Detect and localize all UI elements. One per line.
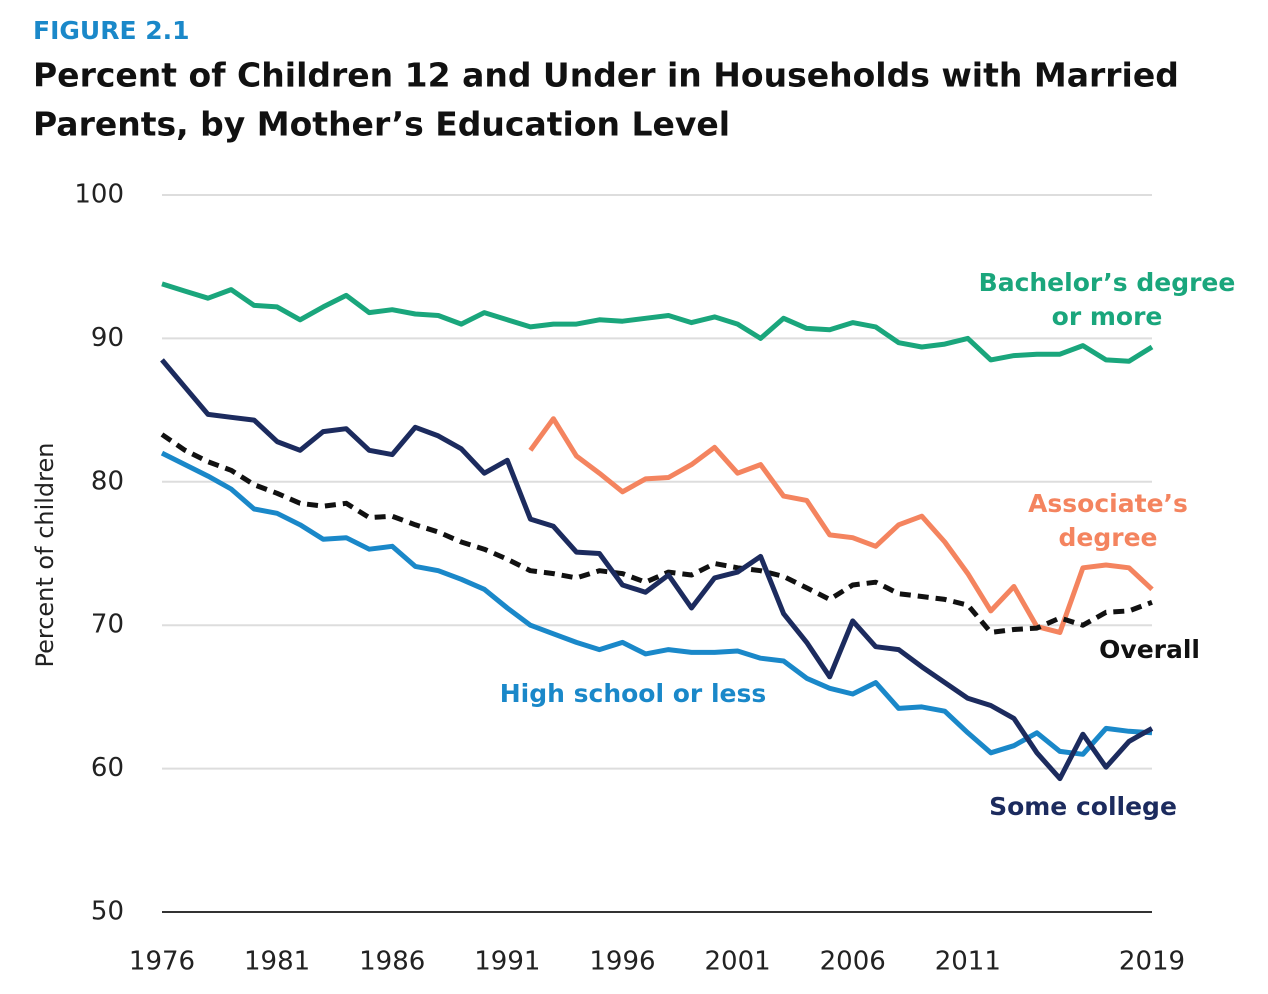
series-label: Associate’s [1028, 489, 1188, 518]
x-tick-label: 1976 [129, 947, 195, 977]
series-line [161, 281, 1154, 364]
x-tick-label: 2019 [1119, 947, 1185, 977]
series-label: or more [1052, 302, 1163, 331]
series-line [160, 432, 1153, 635]
series-line [528, 416, 1154, 635]
y-tick-label: 50 [91, 897, 124, 927]
series-label: Some college [989, 792, 1177, 821]
y-tick-label: 90 [91, 323, 124, 353]
y-tick-label: 60 [91, 753, 124, 783]
y-tick-label: 80 [91, 466, 124, 496]
x-tick-label: 1991 [474, 947, 540, 977]
series-label: degree [1059, 523, 1158, 552]
x-tick-label: 2006 [820, 947, 886, 977]
chart-title: Percent of Children 12 and Under in Hous… [33, 56, 1179, 95]
x-tick-label: 1996 [589, 947, 655, 977]
series-label: Bachelor’s degree [979, 268, 1236, 297]
figure-label: FIGURE 2.1 [33, 16, 190, 45]
chart-title: Parents, by Mother’s Education Level [33, 105, 730, 144]
x-tick-label: 2001 [704, 947, 770, 977]
series-label: Overall [1099, 635, 1200, 664]
y-tick-label: 100 [74, 180, 124, 210]
y-axis-label: Percent of children [31, 443, 59, 668]
series-line [160, 358, 1154, 782]
x-tick-label: 2011 [935, 947, 1001, 977]
series-label: High school or less [500, 679, 767, 708]
x-tick-label: 1986 [359, 947, 425, 977]
x-tick-label: 1981 [244, 947, 310, 977]
series-line [160, 450, 1153, 757]
y-tick-label: 70 [91, 610, 124, 640]
